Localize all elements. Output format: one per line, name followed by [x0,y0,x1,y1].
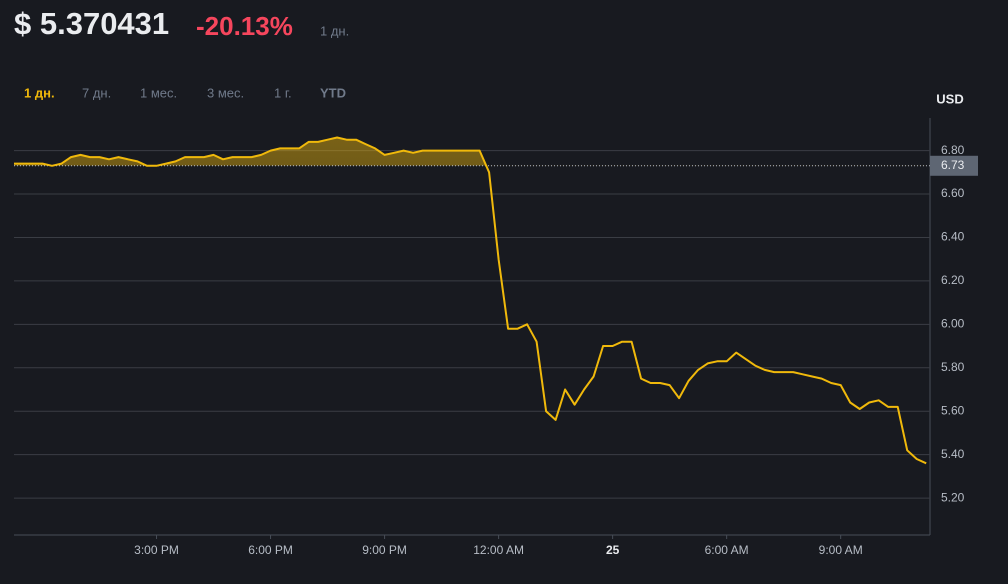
x-tick-label: 6:00 PM [248,543,293,557]
y-tick-label: 6.40 [941,230,965,244]
currency: USD [936,91,963,106]
x-tick-label: 9:00 PM [362,543,407,557]
tab[interactable]: 1 дн. [24,85,55,100]
y-tick-label: 6.00 [941,317,965,331]
tab[interactable]: YTD [320,85,346,100]
period: 1 дн. [320,23,349,38]
x-tick-label: 12:00 AM [473,543,524,557]
y-tick-label: 5.40 [941,447,965,461]
price: $ 5.370431 [14,6,169,41]
tab[interactable]: 1 мес. [140,85,177,100]
tab[interactable]: 7 дн. [82,85,111,100]
y-tick-label: 6.80 [941,143,965,157]
y-tick-label: 5.60 [941,403,965,417]
x-tick-label: 9:00 AM [819,543,863,557]
tab[interactable]: 3 мес. [207,85,244,100]
x-tick-label: 3:00 PM [134,543,179,557]
y-tick-label: 6.60 [941,186,965,200]
change: -20.13% [196,11,293,41]
y-tick-label: 5.20 [941,490,965,504]
y-tick-label: 5.80 [941,360,965,374]
x-tick-label: 25 [606,543,620,557]
price-line [14,136,927,465]
area [14,137,927,166]
reference-label: 6.73 [941,158,965,172]
y-tick-label: 6.20 [941,273,965,287]
tab[interactable]: 1 г. [274,85,292,100]
reference-label-box [930,155,978,176]
x-tick-label: 6:00 AM [705,543,749,557]
